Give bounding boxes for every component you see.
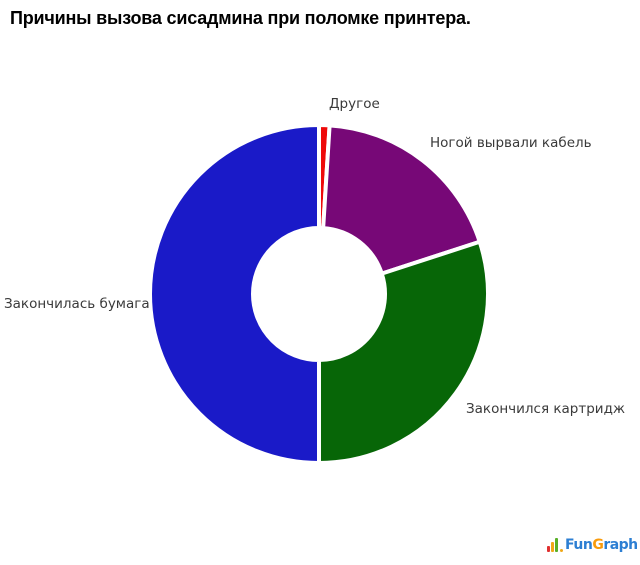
pie-slice-2 (317, 239, 490, 465)
slice-label-cable: Ногой вырвали кабель (430, 135, 592, 151)
bar-chart-icon (547, 538, 563, 556)
logo-text-g: G (592, 537, 604, 553)
slice-label-cartridge: Закончился картридж (466, 401, 626, 417)
slice-label-other: Другое (329, 96, 380, 112)
logo-text-fun: Fun (565, 537, 593, 553)
chart-title: Причины вызова сисадмина при поломке при… (10, 8, 471, 28)
fungraph-logo-text: FunGraph (565, 534, 638, 556)
pie-slice-1 (321, 123, 482, 276)
pie-slice-3 (148, 123, 321, 465)
logo-text-raph: raph (603, 537, 638, 553)
fungraph-logo: FunGraph (547, 534, 638, 556)
slice-label-paper: Закончилась бумага (4, 296, 150, 312)
